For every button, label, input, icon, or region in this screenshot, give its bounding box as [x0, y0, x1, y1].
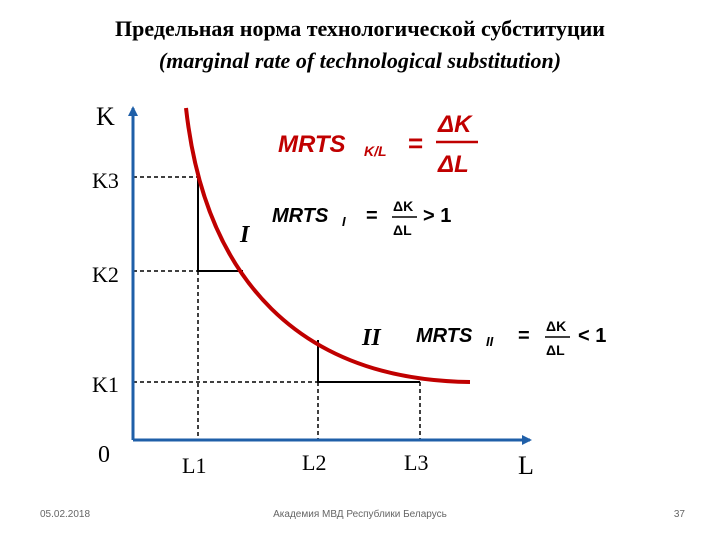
tick-label-k1: K1	[92, 372, 119, 397]
step-triangle-second	[317, 340, 420, 383]
footer-date: 05.02.2018	[40, 509, 91, 520]
x-axis-label: L	[518, 451, 534, 480]
tick-label-l3: L3	[404, 450, 428, 475]
origin-label: 0	[98, 442, 110, 468]
formula-second-rel: < 1	[578, 325, 606, 347]
formula-second-lhs: MRTS	[416, 325, 473, 347]
tick-label-k3: K3	[92, 168, 119, 193]
formula-second: MRTS II = ΔK ΔL < 1	[416, 318, 606, 358]
formula-first-eq: =	[366, 205, 378, 227]
y-axis-label: K	[96, 102, 115, 131]
formula-main-lhs: MRTS	[278, 131, 346, 158]
formula-first: MRTS I = ΔK ΔL > 1	[272, 198, 451, 238]
isoquant-curve	[184, 107, 471, 384]
formula-main-num: ΔK	[437, 111, 473, 138]
footer-page-number: 37	[673, 509, 685, 520]
formula-first-rel: > 1	[423, 205, 451, 227]
formula-main-sub: K/L	[364, 143, 387, 159]
formula-main-den: ΔL	[437, 151, 469, 178]
formula-second-sub: II	[486, 334, 494, 349]
title-line-2: (marginal rate of technological substitu…	[158, 48, 562, 73]
formula-main: MRTS K/L = ΔK ΔL	[278, 111, 478, 178]
formula-first-lhs: MRTS	[272, 205, 329, 227]
tick-label-l2: L2	[302, 450, 326, 475]
tick-label-l1: L1	[182, 453, 206, 478]
formula-second-eq: =	[518, 325, 530, 347]
title-line-1: Предельная норма технологической субстит…	[115, 16, 605, 41]
formula-first-sub: I	[342, 214, 346, 229]
formula-second-den: ΔL	[546, 342, 565, 358]
footer-organization: Академия МВД Республики Беларусь	[273, 509, 447, 520]
formula-first-den: ΔL	[393, 222, 412, 238]
tick-label-k2: K2	[92, 262, 119, 287]
step-triangle-first	[197, 177, 243, 272]
formula-main-eq: =	[408, 128, 423, 158]
formula-second-num: ΔK	[546, 318, 566, 334]
segment-label-second: II	[361, 325, 382, 351]
formula-first-num: ΔK	[393, 198, 413, 214]
segment-label-first: I	[239, 222, 251, 248]
